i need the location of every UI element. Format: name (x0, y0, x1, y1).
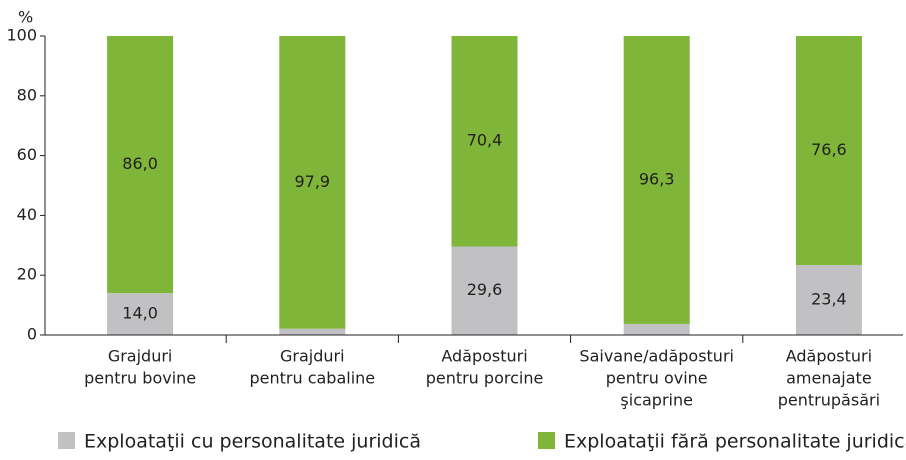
value-label: 76,6 (811, 140, 847, 159)
value-label: 29,6 (467, 280, 503, 299)
x-tick-label: Grajduri (280, 347, 345, 366)
legend-label: Exploataţii cu personalitate juridică (84, 431, 421, 453)
bar-segment (623, 323, 690, 335)
x-tick-label: Adăposturi (786, 347, 872, 366)
y-tick-label: 100 (6, 26, 37, 45)
value-label: 23,4 (811, 290, 847, 309)
x-tick-label: amenajate (786, 369, 872, 388)
x-tick-label: pentru ovine (606, 369, 708, 388)
value-label: 14,0 (122, 304, 158, 323)
bar-segment (623, 36, 690, 324)
y-tick-label: 20 (17, 265, 37, 284)
x-tick-label: Adăposturi (441, 347, 527, 366)
y-tick-label: 40 (17, 205, 37, 224)
y-tick-label: 0 (27, 325, 37, 344)
y-tick-label: 80 (17, 85, 37, 104)
legend-swatch (58, 432, 75, 449)
y-unit: % (18, 8, 33, 27)
value-label: 86,0 (122, 154, 158, 173)
value-label: 70,4 (467, 131, 503, 150)
bar-segment (279, 328, 346, 335)
bar-segment (451, 246, 518, 335)
bar-segment (451, 36, 518, 247)
bar-segment (107, 293, 174, 335)
bar-segment (795, 265, 862, 335)
x-tick-label: şicaprine (620, 391, 693, 410)
value-label: 97,9 (294, 172, 330, 191)
legend-swatch (538, 432, 555, 449)
bar-segment (107, 36, 174, 294)
x-tick-label: pentru cabaline (249, 369, 375, 388)
x-tick-label: pentrupăsări (778, 391, 880, 410)
x-tick-label: Grajduri (108, 347, 173, 366)
bar-segment (279, 36, 346, 329)
value-label: 96,3 (639, 169, 675, 188)
y-tick-label: 60 (17, 145, 37, 164)
legend-label: Exploataţii fără personalitate juridică (564, 431, 906, 453)
x-tick-label: pentru bovine (84, 369, 196, 388)
x-tick-label: Saivane/adăposturi (579, 347, 734, 366)
x-tick-label: pentru porcine (426, 369, 544, 388)
bar-segment (795, 36, 862, 266)
